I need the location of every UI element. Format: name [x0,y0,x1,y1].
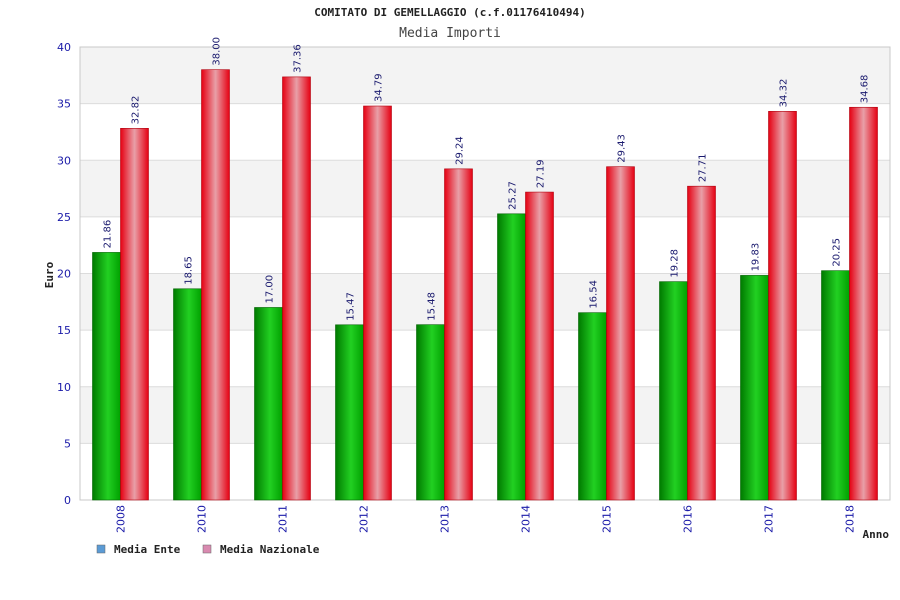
bar-media-nazionale-2011 [282,76,311,501]
legend-swatch-media-nazionale [202,544,212,554]
chart-title: COMITATO DI GEMELLAGGIO (c.f.01176410494… [314,6,586,19]
data-label: 19.28 [670,249,681,278]
bar-media-nazionale-2010 [201,69,230,501]
y-tick-label: 25 [57,211,71,224]
bar-media-nazionale-2018 [849,106,878,501]
legend-label-media-ente: Media Ente [114,543,181,556]
data-label: 27.71 [698,154,709,183]
bar-media-ente-2010 [173,288,202,501]
legend-label-media-nazionale: Media Nazionale [220,543,320,556]
data-label: 25.27 [508,181,519,210]
y-tick-label: 40 [57,41,71,54]
y-tick-label: 0 [64,494,71,507]
y-tick-label: 30 [57,154,71,167]
data-label: 16.54 [589,280,600,309]
y-tick-label: 15 [57,324,71,337]
data-label: 34.32 [779,79,790,108]
bar-media-ente-2017 [740,275,769,501]
data-label: 21.86 [103,220,114,249]
x-tick-label: 2012 [358,505,371,533]
y-tick-label: 10 [57,381,71,394]
y-tick-label: 35 [57,98,71,111]
legend-swatch-media-ente [96,544,106,554]
y-tick-label: 20 [57,268,71,281]
data-label: 20.25 [832,238,843,267]
data-label: 34.68 [860,75,871,104]
x-tick-label: 2018 [844,505,857,533]
data-label: 18.65 [184,256,195,285]
x-tick-label: 2016 [682,505,695,533]
data-label: 15.48 [427,292,438,321]
bar-media-ente-2016 [659,281,688,501]
bar-media-ente-2008 [92,252,121,501]
bar-media-nazionale-2014 [525,191,554,501]
data-labels-group: 21.86 32.82 18.65 38.00 17.00 37.36 15.47 34.79… [103,37,871,321]
x-tick-label: 2010 [196,505,209,533]
bar-media-nazionale-2017 [768,111,797,501]
x-axis-label: Anno [863,528,890,541]
data-label: 15.47 [346,292,357,321]
data-label: 19.83 [751,243,762,272]
bar-media-nazionale-2012 [363,105,392,501]
y-axis-label: Euro [43,261,56,288]
bar-media-ente-2015 [578,312,607,501]
data-label: 17.00 [265,275,276,304]
data-label: 37.36 [293,44,304,73]
bar-media-ente-2012 [335,324,364,501]
data-label: 29.24 [455,136,466,165]
x-tick-label: 2008 [115,505,128,533]
bar-media-ente-2014 [497,213,526,501]
x-tick-label: 2011 [277,505,290,533]
x-tick-label: 2013 [439,505,452,533]
data-label: 29.43 [617,134,628,163]
bar-media-ente-2011 [254,307,283,501]
plot-frame [79,46,891,501]
x-tick-label: 2015 [601,505,614,533]
bar-media-nazionale-2015 [606,166,635,501]
y-tick-label: 5 [64,437,71,450]
bar-media-nazionale-2016 [687,185,716,501]
bar-media-nazionale-2013 [444,168,473,501]
bar-media-ente-2018 [821,270,850,501]
bar-media-ente-2013 [416,324,445,501]
data-label: 38.00 [212,37,223,66]
y-axis-ticks: 0 5 10 15 20 25 30 35 40 [57,41,71,507]
x-tick-label: 2017 [763,505,776,533]
x-axis-ticks: 2008 2010 2011 2012 2013 2014 2015 2016 2017 2018 [115,505,857,533]
bar-media-nazionale-2008 [120,128,149,501]
data-label: 32.82 [131,96,142,125]
legend: Media Ente Media Nazionale [96,543,320,556]
x-tick-label: 2014 [520,505,533,533]
data-label: 34.79 [374,73,385,102]
bars-group [92,69,878,501]
chart-subtitle: Media Importi [399,26,501,41]
data-label: 27.19 [536,159,547,188]
